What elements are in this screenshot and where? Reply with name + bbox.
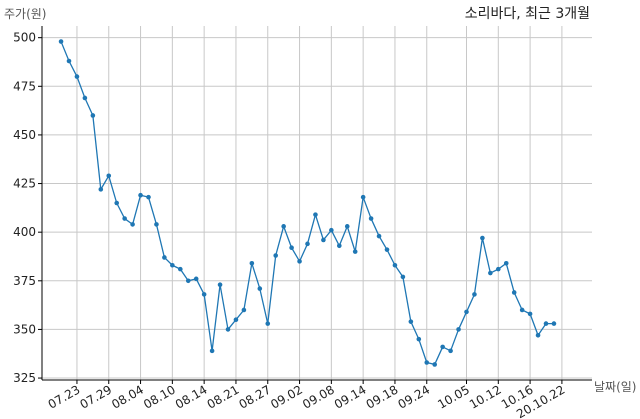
x-tick-label: 08.14	[173, 382, 210, 411]
data-point	[217, 282, 223, 287]
x-tick-label: 09.14	[332, 382, 369, 411]
y-tick-label: 350	[13, 322, 36, 336]
data-point	[297, 259, 302, 264]
data-point	[511, 290, 517, 295]
x-axis-label: 날짜(일)	[594, 380, 636, 394]
data-point	[82, 95, 88, 101]
data-point	[289, 245, 294, 251]
y-tick-label: 450	[13, 128, 36, 142]
data-point	[503, 260, 509, 266]
data-point	[233, 317, 239, 323]
data-point	[209, 348, 215, 354]
data-point	[488, 270, 493, 276]
data-point	[257, 286, 263, 291]
data-point	[376, 233, 382, 239]
data-point	[496, 266, 501, 272]
data-point	[114, 200, 119, 206]
data-point	[74, 74, 80, 79]
x-tick-label: 09.18	[364, 382, 401, 411]
data-point	[527, 311, 533, 317]
data-point	[106, 173, 112, 179]
data-point	[472, 292, 477, 297]
chart-title: 소리바다, 최근 3개월	[465, 6, 590, 22]
data-point	[66, 58, 72, 64]
data-point	[535, 332, 541, 338]
data-point	[448, 348, 453, 354]
data-point	[464, 309, 469, 315]
x-tick-label: 08.21	[205, 382, 242, 411]
data-point	[146, 194, 151, 200]
data-point	[313, 212, 318, 217]
data-point	[178, 266, 183, 272]
data-point	[432, 362, 438, 367]
data-point	[551, 321, 557, 326]
data-point	[408, 319, 414, 324]
data-point	[241, 307, 247, 313]
data-point	[170, 262, 175, 268]
x-tick-label: 07.29	[77, 382, 114, 411]
data-point	[384, 247, 390, 252]
data-point	[265, 321, 271, 326]
data-point	[193, 276, 199, 282]
x-tick-label: 08.27	[236, 382, 273, 411]
data-point	[154, 222, 159, 227]
data-point	[138, 192, 143, 198]
data-point	[130, 222, 135, 227]
data-point	[400, 274, 406, 280]
data-point	[480, 235, 485, 241]
x-tick-label: 10.05	[435, 382, 472, 411]
data-point	[543, 321, 549, 326]
data-point	[98, 187, 104, 192]
x-tick-label: 08.10	[141, 382, 178, 411]
data-point	[456, 327, 461, 332]
data-point	[90, 113, 96, 118]
data-point	[58, 39, 64, 44]
data-point	[281, 224, 286, 229]
price-line	[60, 41, 554, 366]
data-point	[360, 194, 366, 200]
y-tick-label: 500	[13, 31, 36, 45]
data-point	[416, 336, 422, 342]
data-point	[225, 327, 231, 332]
x-tick-label: 09.02	[268, 382, 305, 411]
data-point	[321, 237, 326, 243]
data-point	[185, 278, 191, 284]
y-tick-label: 475	[13, 79, 36, 93]
data-point	[392, 262, 398, 268]
data-point	[519, 307, 525, 313]
data-point	[162, 255, 167, 260]
y-tick-label: 375	[13, 274, 36, 288]
data-point	[201, 292, 207, 297]
y-tick-label: 400	[13, 225, 36, 239]
data-point	[440, 344, 445, 350]
x-tick-label: 07.23	[46, 382, 83, 411]
data-point	[344, 224, 350, 229]
data-point	[352, 249, 358, 254]
y-tick-label: 425	[13, 177, 36, 191]
x-tick-label: 09.08	[300, 382, 337, 411]
x-tick-label: 08.04	[109, 382, 146, 411]
x-tick-label: 10.12	[467, 382, 504, 411]
data-point	[337, 243, 342, 249]
y-axis-label: 주가(원)	[4, 7, 46, 21]
data-point	[273, 253, 279, 258]
y-tick-label: 325	[13, 371, 36, 385]
x-tick-label: 09.24	[395, 382, 432, 411]
data-point	[122, 216, 127, 221]
data-point	[329, 227, 334, 233]
data-point	[305, 241, 310, 247]
data-point	[368, 216, 374, 221]
data-point	[424, 360, 430, 365]
data-point	[249, 260, 255, 266]
plot-area: 32535037540042545047550007.2307.2908.040…	[13, 26, 592, 419]
